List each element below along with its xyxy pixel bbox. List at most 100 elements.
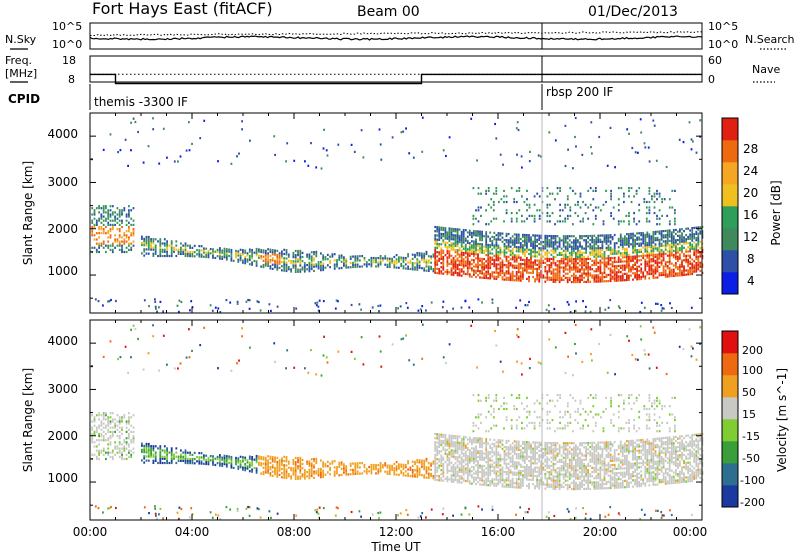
velocity-echo-cell [501,443,504,446]
velocity-echo-cell [299,475,302,478]
power-echo-cell [522,233,524,236]
velocity-echo-cell [501,470,504,473]
power-echo-cell [480,192,482,195]
velocity-echo-cell [460,452,463,455]
power-echo-cell [546,234,549,238]
velocity-echo-cell [466,467,469,470]
power-echo-cell [271,249,274,252]
power-echo-cell [125,236,128,239]
power-echo-cell [534,280,536,283]
power-echo-cell [654,237,657,240]
power-echo-cell [626,256,628,259]
power-echo-cell [538,214,541,217]
power-echo-cell [225,250,228,253]
velocity-echo-cell [458,445,461,449]
power-echo-cell [475,234,477,237]
power-echo-cell [544,261,547,265]
power-echo-cell [597,253,600,256]
velocity-echo-cell [251,462,253,465]
velocity-echo-cell [460,458,463,461]
power-echo-cell [570,262,573,265]
power-echo-cell [109,248,112,251]
power-echo-cell [128,248,130,251]
power-echo-cell [427,267,430,270]
velocity-echo-cell [493,443,496,446]
power-echo-cell [191,246,194,249]
velocity-echo-cell [462,446,465,449]
power-echo-cell [460,237,463,240]
power-echo-cell [489,258,492,261]
power-echo-cell [655,302,657,305]
velocity-echo-cell [102,416,105,419]
power-echo-cell [468,229,471,232]
power-echo-cell [274,251,276,254]
power-echo-cell [532,267,534,270]
velocity-echo-cell [186,457,189,460]
power-echo-cell [573,243,575,246]
power-echo-cell [349,261,352,265]
power-echo-cell [554,247,557,250]
power-echo-cell [675,262,677,265]
power-echo-cell [310,265,313,268]
power-echo-cell [577,245,579,248]
velocity-echo-cell [292,467,295,470]
velocity-echo-cell [203,462,205,465]
power-echo-cell [173,248,175,251]
power-echo-cell [559,203,561,206]
power-echo-cell [100,225,103,229]
velocity-echo-cell [320,476,322,479]
velocity-echo-cell [499,474,502,477]
velocity-echo-cell [495,464,498,467]
power-echo-cell [442,268,445,271]
power-echo-cell [497,232,500,235]
power-echo-cell [495,137,498,140]
power-echo-cell [509,262,512,265]
power-echo-cell [499,271,502,275]
velocity-echo-cell [440,435,443,438]
power-echo-cell [655,159,658,162]
power-echo-cell [485,264,488,267]
velocity-echo-cell [262,456,265,459]
colorbar-swatch [722,206,738,229]
power-echo-cell [664,265,667,268]
power-echo-cell [648,233,651,236]
velocity-echo-cell [499,464,502,467]
velocity-echo-cell [477,456,479,459]
power-echo-cell [601,271,604,275]
power-cbar-tick-24: 24 [743,164,758,178]
velocity-echo-cell [143,461,146,464]
power-echo-cell [473,242,475,245]
velocity-echo-cell [464,471,467,474]
power-echo-cell [552,249,555,252]
velocity-echo-cell [235,458,237,462]
velocity-echo-cell [466,457,469,460]
power-echo-cell [450,263,453,266]
power-echo-cell [568,266,571,269]
power-echo-cell [353,150,356,153]
power-echo-cell [442,226,445,229]
velocity-echo-cell [483,442,485,445]
power-echo-cell [440,251,443,254]
velocity-echo-cell [466,448,469,451]
power-echo-cell [670,243,673,246]
power-echo-cell [628,132,630,135]
power-echo-cell [132,117,135,120]
velocity-echo-cell [118,422,121,425]
power-echo-cell [628,260,630,263]
power-echo-cell [262,255,265,258]
power-echo-cell [536,209,539,212]
power-echo-cell [521,195,523,198]
power-echo-cell [691,270,694,273]
power-echo-cell [161,250,164,253]
power-echo-cell [436,271,439,275]
power-echo-cell [229,301,232,304]
power-echo-cell [691,268,694,271]
power-echo-cell [593,274,596,277]
power-echo-cell [425,259,428,262]
power-echo-cell [170,254,173,258]
power-echo-cell [200,255,203,258]
power-echo-cell [464,245,467,248]
velocity-echo-cell [147,445,150,448]
velocity-echo-cell [446,471,449,474]
power-echo-cell [660,236,663,239]
